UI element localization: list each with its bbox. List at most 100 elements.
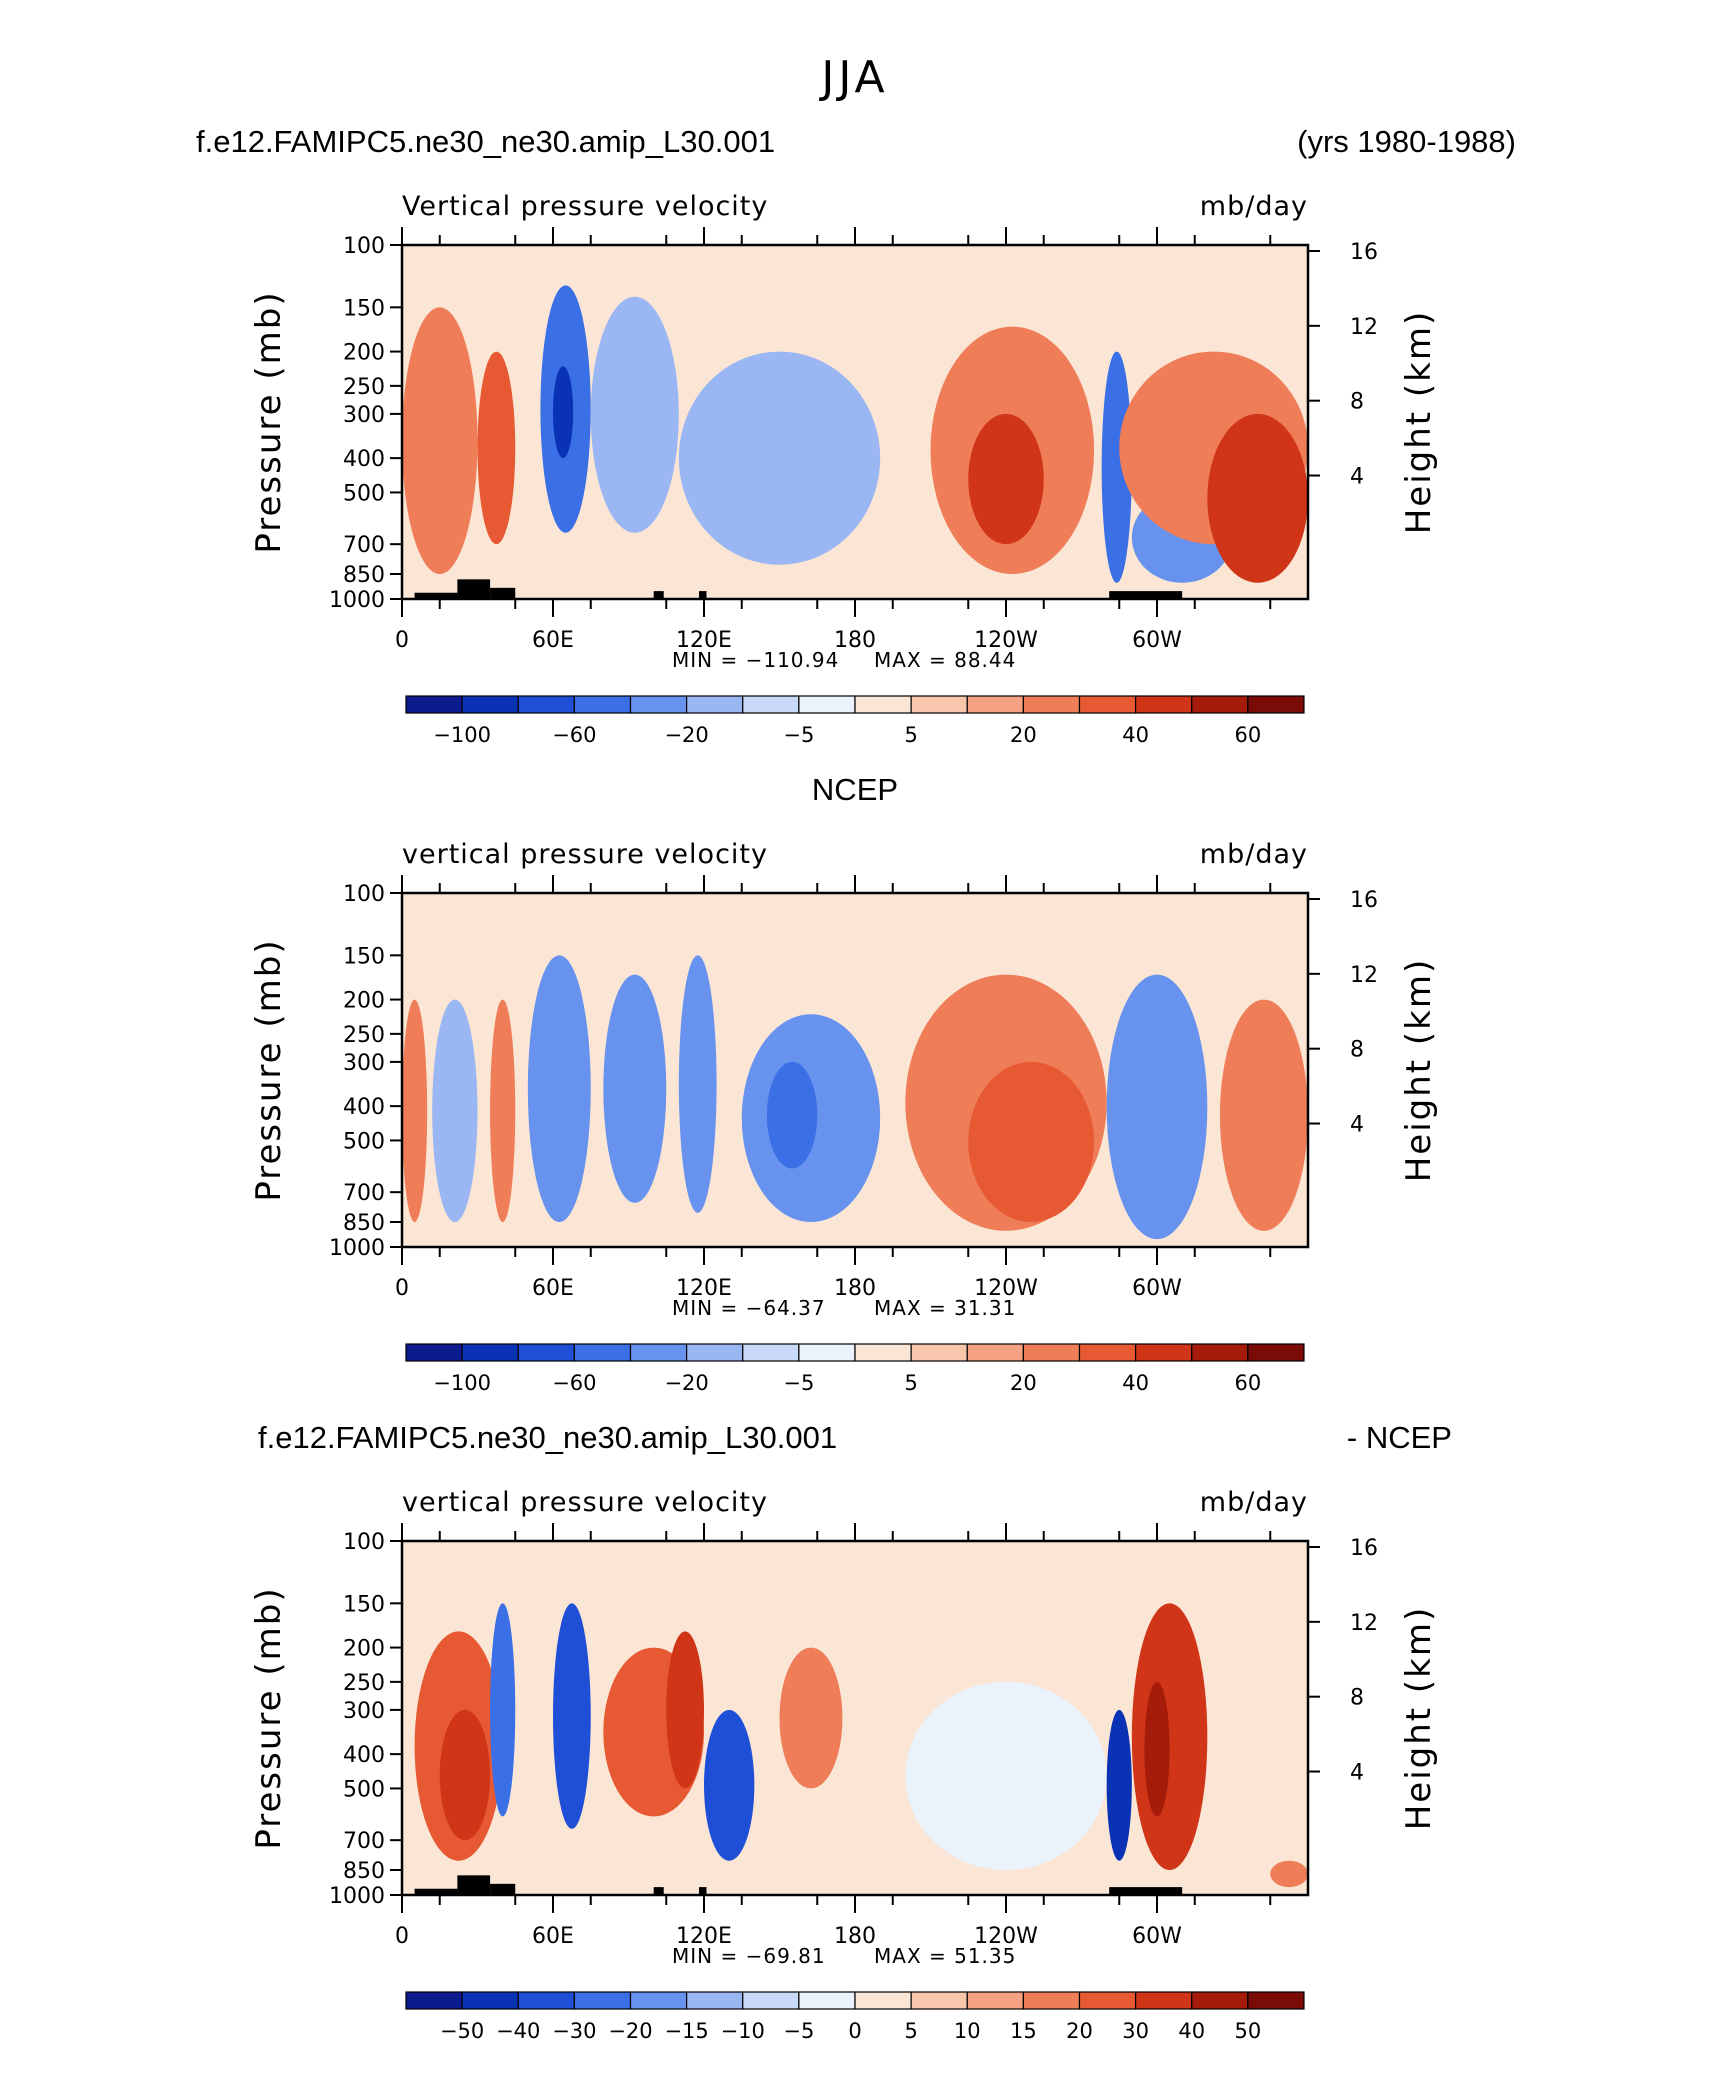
min-label: MIN = −110.94 [672,648,839,672]
colorbar-swatch [798,1991,856,2010]
lon-tick-label: 0 [395,1276,409,1301]
max-label: MAX = 51.35 [874,1944,1016,1968]
contour-cell [968,413,1044,545]
pressure-tick-label: 500 [343,481,385,506]
contour-cell [590,296,679,533]
pressure-tick-label: 150 [343,1592,385,1617]
colorbar-label: −20 [664,723,708,747]
contour-cell [402,307,478,575]
colorbar-swatch [742,695,800,714]
contour-cell [704,1709,755,1861]
units-label: mb/day [1200,191,1308,222]
panel-heading-center: NCEP [812,772,898,807]
pressure-tick-label: 250 [343,1671,385,1696]
lon-tick-label: 0 [395,628,409,653]
colorbar-label: −5 [783,2019,814,2043]
colorbar-label: 60 [1235,1371,1262,1395]
colorbar-label: −10 [721,2019,765,2043]
pressure-tick-label: 250 [343,1023,385,1048]
lon-tick-label: 60E [532,628,574,653]
pressure-tick-label: 1000 [329,588,385,613]
lon-tick-label: 180 [834,1924,876,1949]
colorbar-swatch [798,695,856,714]
ylabel-pressure: Pressure (mb) [249,938,289,1201]
colorbar-label: −60 [552,723,596,747]
panel-heading-left: f.e12.FAMIPC5.ne30_ne30.amip_L30.001 [196,124,775,159]
colorbar-label: −30 [552,2019,596,2043]
colorbar-label: 0 [848,2019,861,2043]
colorbar-swatch [517,1991,575,2010]
colorbar-swatch [405,1991,463,2010]
colorbar-label: −100 [433,723,491,747]
colorbar-label: 20 [1010,723,1037,747]
pressure-tick-label: 100 [343,234,385,259]
pressure-tick-label: 200 [343,341,385,366]
contour-cell [905,1681,1107,1871]
contour-cell [432,999,478,1223]
colorbar-label: 5 [904,1371,917,1395]
contour-cell [1207,413,1308,583]
colorbar-label: 40 [1122,1371,1149,1395]
colorbar-swatch [1022,1991,1081,2010]
figure-title: JJA [818,52,888,103]
colorbar-swatch [966,1343,1024,1362]
pressure-tick-label: 250 [343,375,385,400]
colorbar-swatch [573,1343,632,1362]
min-label: MIN = −64.37 [672,1296,826,1320]
contour-cell [553,1603,591,1829]
pressure-tick-label: 850 [343,563,385,588]
panel-1: f.e12.FAMIPC5.ne30_ne30.amip_L30.001 (yrs… [196,124,1516,747]
lon-tick-label: 120W [974,1924,1038,1949]
colorbar-swatch [1022,1343,1081,1362]
pressure-tick-label: 300 [343,1051,385,1076]
pressure-tick-label: 700 [343,1829,385,1854]
orography-mask [414,1888,458,1895]
lon-tick-label: 60E [532,1276,574,1301]
contour-cell [1131,1603,1208,1871]
contour-cell [1106,974,1208,1240]
pressure-tick-label: 150 [343,944,385,969]
colorbar-swatch [629,695,688,714]
orography-mask [1109,591,1183,599]
variable-label: vertical pressure velocity [402,1487,768,1518]
colorbar-swatch [854,695,912,714]
colorbar-swatch [1022,695,1081,714]
min-label: MIN = −69.81 [672,1944,826,1968]
lon-tick-label: 60W [1132,1924,1182,1949]
colorbar-swatch [686,695,744,714]
orography-mask [653,1887,664,1895]
colorbar-swatch [1247,1343,1305,1362]
orography-mask [414,592,458,599]
pressure-tick-label: 100 [343,1530,385,1555]
contour-cell [666,1631,704,1789]
ylabel-height: Height (km) [1399,310,1439,535]
colorbar-swatch [910,1343,968,1362]
contour-cell [553,366,574,459]
colorbar-label: −60 [552,1371,596,1395]
pressure-tick-label: 300 [343,1699,385,1724]
panel-2: NCEP vertical pressure velocity mb/day 100 1… [249,772,1439,1395]
colorbar-swatch [686,1991,744,2010]
colorbar-swatch [854,1343,912,1362]
contour-cell [968,1061,1095,1223]
field-contours [414,1603,1308,1888]
contour-cell [439,1709,491,1841]
ylabel-height: Height (km) [1399,958,1439,1183]
panel-heading-left: f.e12.FAMIPC5.ne30_ne30.amip_L30.001 [258,1420,837,1455]
height-tick-label: 8 [1350,1686,1364,1711]
orography-mask [457,579,491,599]
ylabel-pressure: Pressure (mb) [249,290,289,553]
colorbar-swatch [1135,695,1193,714]
colorbar-label: −15 [664,2019,708,2043]
lon-tick-label: 120W [974,1276,1038,1301]
max-label: MAX = 31.31 [874,1296,1016,1320]
ylabel-height: Height (km) [1399,1606,1439,1831]
lon-tick-label: 180 [834,1276,876,1301]
colorbar-label: 40 [1122,723,1149,747]
colorbar-swatch [798,1343,856,1362]
field-contours [402,955,1308,1240]
ylabel-pressure: Pressure (mb) [249,1586,289,1849]
pressure-tick-label: 850 [343,1211,385,1236]
colorbar-label: 10 [954,2019,981,2043]
contour-cell [1270,1860,1308,1888]
